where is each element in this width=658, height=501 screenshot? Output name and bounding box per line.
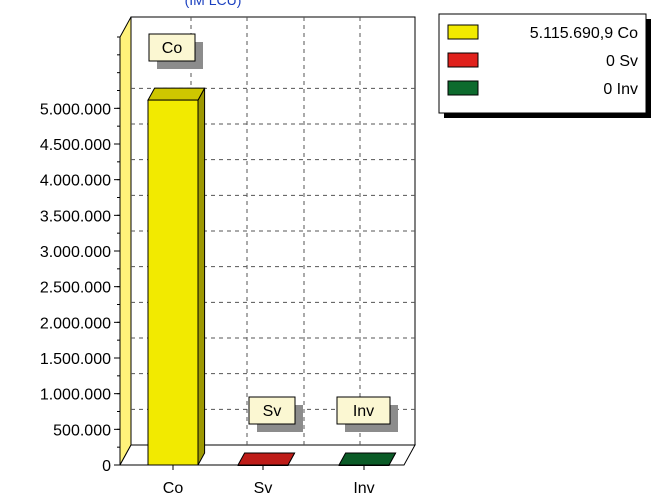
data-label: Sv <box>248 396 303 432</box>
chart-title: (IM LCU) <box>185 0 242 8</box>
y-tick-label: 5.000.000 <box>40 101 111 118</box>
y-tick-label: 1.500.000 <box>40 351 111 368</box>
legend-swatch <box>447 24 479 40</box>
y-tick-label: 3.500.000 <box>40 208 111 225</box>
y-tick-label: 0 <box>102 458 111 475</box>
bars <box>147 87 397 466</box>
legend-swatch <box>447 52 479 68</box>
legend-entry: 0 Inv <box>447 80 638 98</box>
y-tick-label: 4.500.000 <box>40 137 111 154</box>
svg-text:Sv: Sv <box>263 403 282 420</box>
bar-inv <box>338 452 397 466</box>
x-tick-label: Co <box>163 480 184 497</box>
x-tick-label: Inv <box>353 480 374 497</box>
y-tick-label: 1.000.000 <box>40 387 111 404</box>
y-tick-label: 2.000.000 <box>40 315 111 332</box>
svg-text:Inv: Inv <box>353 403 374 420</box>
left-wall <box>119 16 132 466</box>
data-label: Inv <box>336 396 398 432</box>
x-tick-label: Sv <box>254 480 273 497</box>
legend-entry: 5.115.690,9 Co <box>447 24 638 42</box>
y-tick-label: 2.500.000 <box>40 280 111 297</box>
legend-entry: 0 Sv <box>447 52 638 70</box>
x-axis: Co Sv Inv <box>163 465 375 497</box>
data-label: Co <box>148 33 203 69</box>
svg-text:Co: Co <box>162 40 183 57</box>
bar-callouts: Co Sv Inv <box>148 33 398 432</box>
bar-co <box>147 87 206 466</box>
legend-label: 0 Inv <box>603 81 638 98</box>
y-tick-label: 4.000.000 <box>40 173 111 190</box>
y-tick-label: 3.000.000 <box>40 244 111 261</box>
legend-label: 5.115.690,9 Co <box>530 25 638 42</box>
y-axis: 0 500.000 1.000.000 1.500.000 2.000.000 2.500… <box>40 36 120 475</box>
bar-sv <box>237 452 296 466</box>
legend: 5.115.690,9 Co 0 Sv 0 Inv <box>438 13 651 118</box>
legend-label: 0 Sv <box>606 53 638 70</box>
y-tick-label: 500.000 <box>53 422 111 439</box>
legend-swatch <box>447 80 479 96</box>
